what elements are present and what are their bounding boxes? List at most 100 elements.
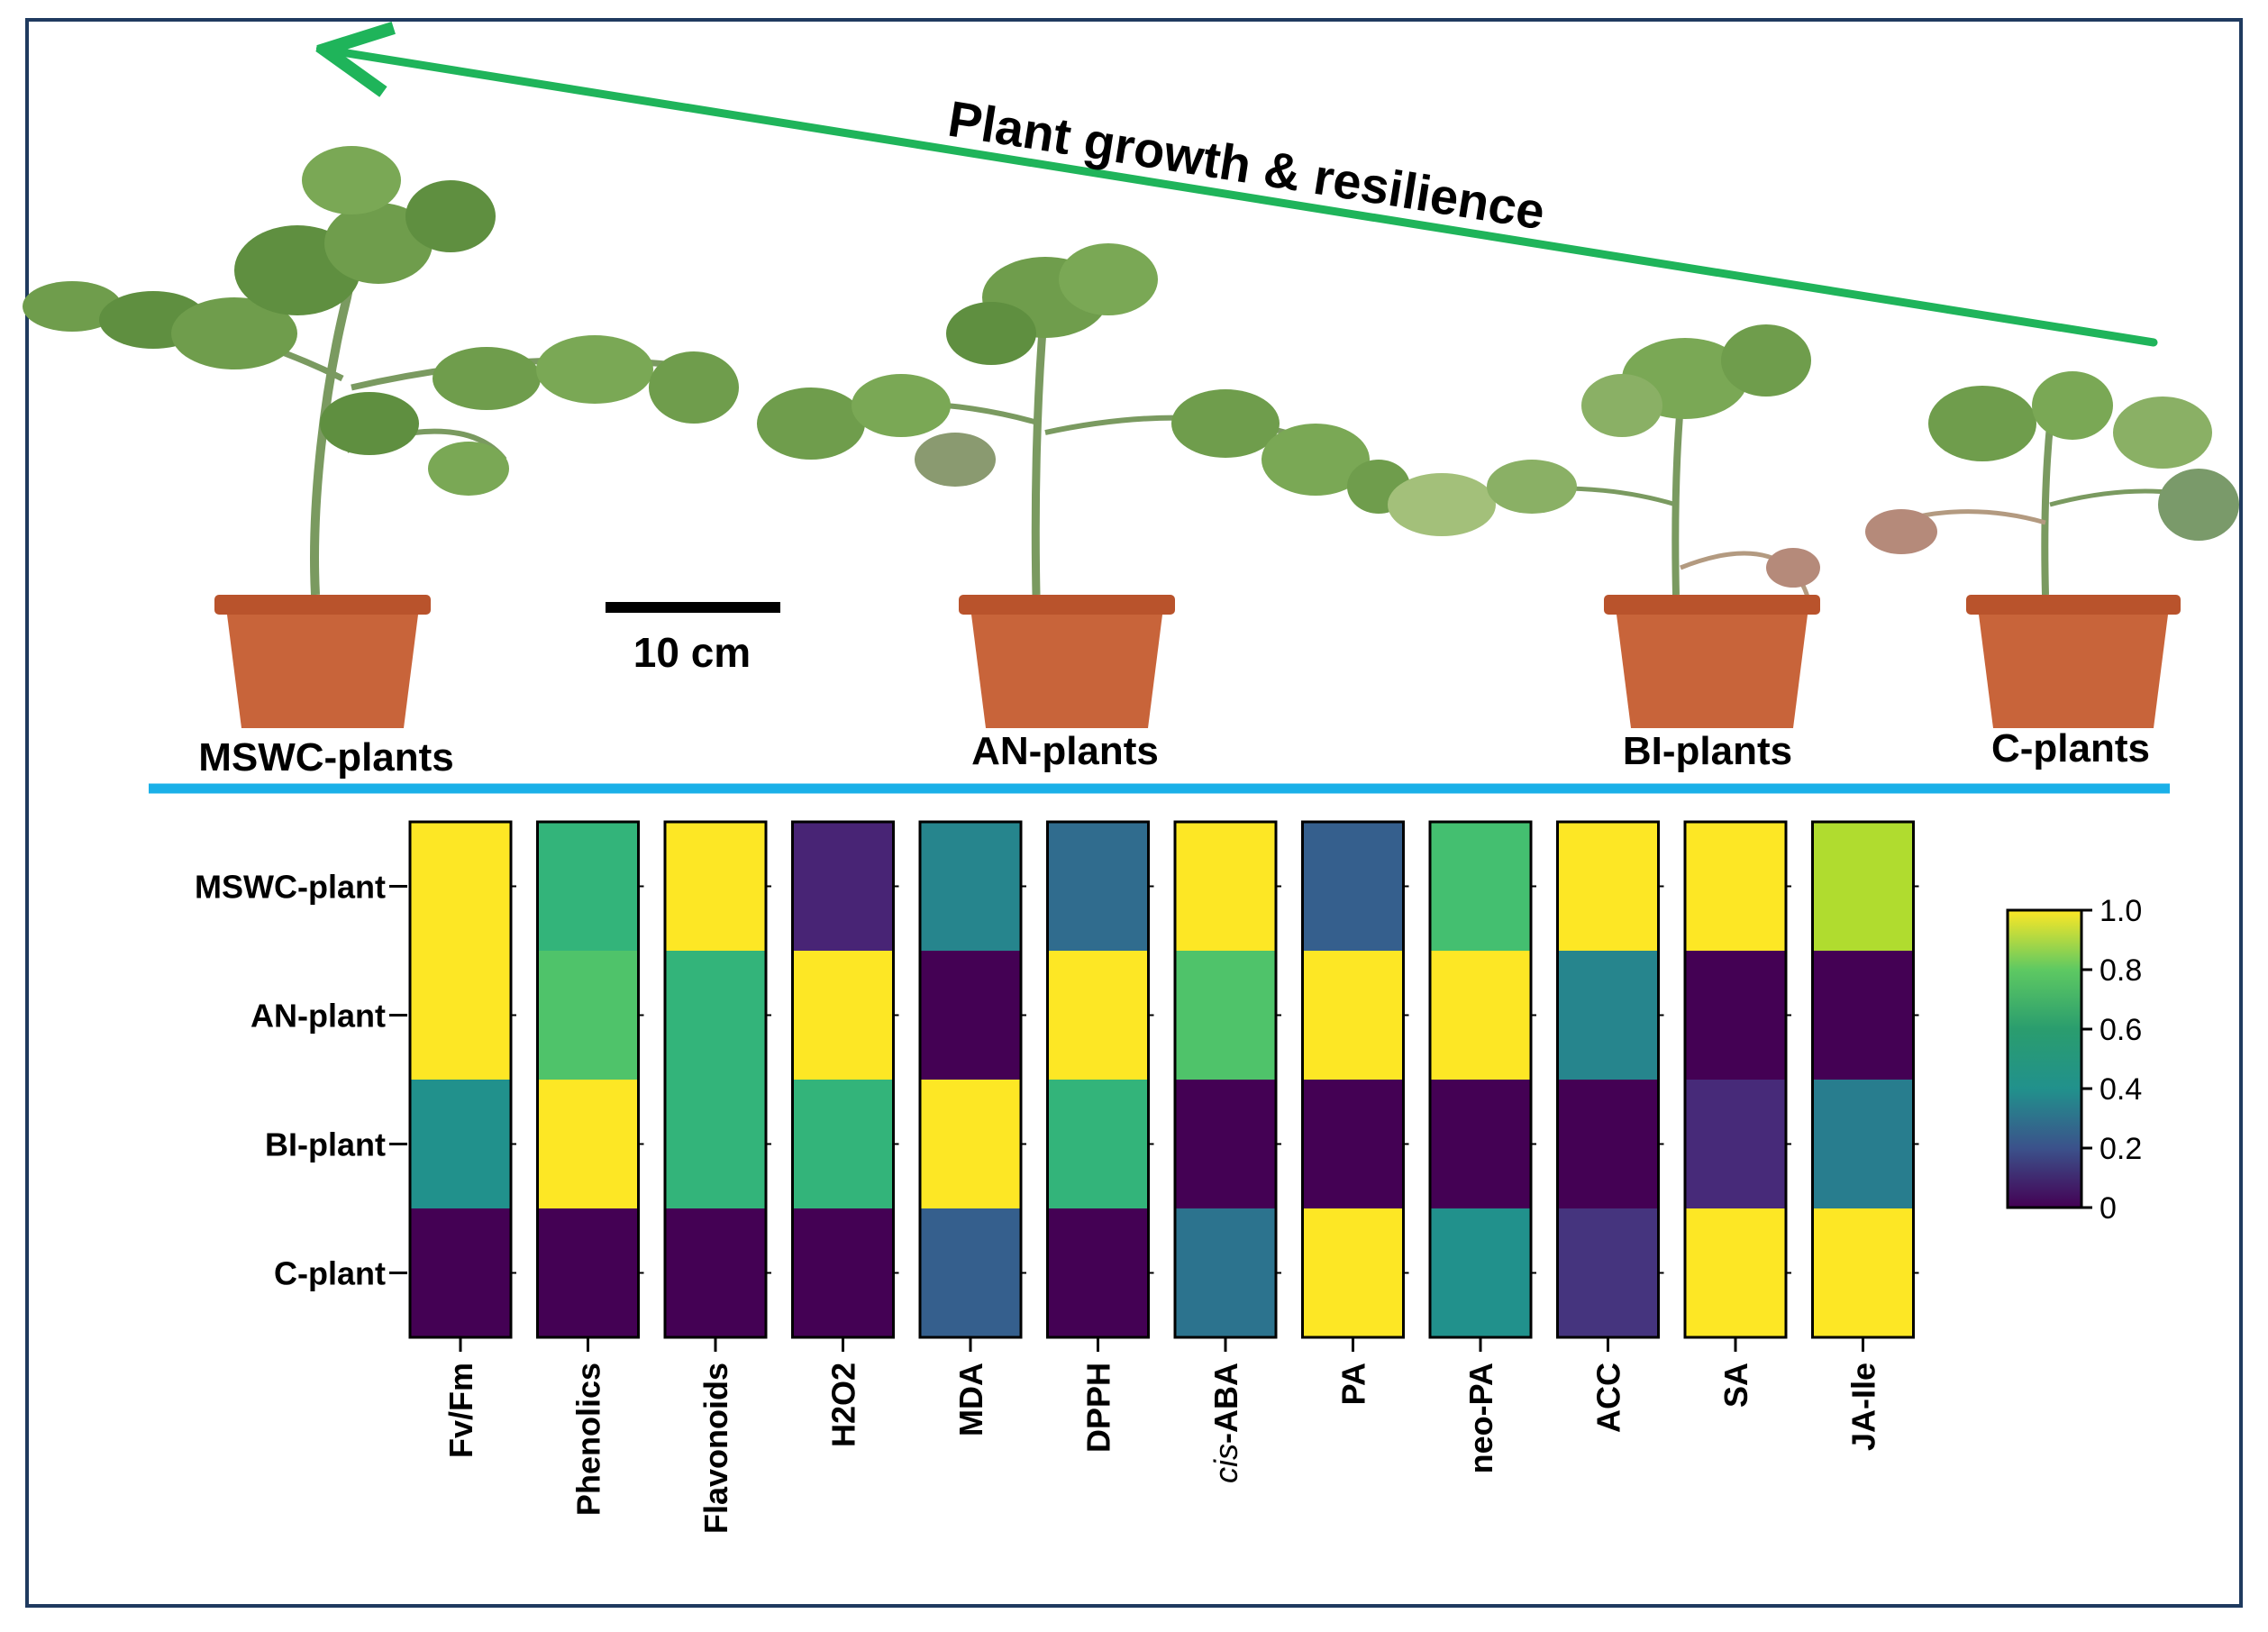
heatmap-cell <box>1047 822 1149 951</box>
row-label: BI-plant <box>265 1126 386 1163</box>
heatmap-cell <box>1685 1080 1786 1208</box>
plant-an <box>757 243 1410 596</box>
heatmap-cell <box>537 822 639 951</box>
pot-bi <box>1604 595 1820 728</box>
heatmap-cell <box>537 1208 639 1337</box>
column-label: JA-Ile <box>1845 1363 1882 1451</box>
colorbar-tick-label: 0 <box>2099 1191 2117 1226</box>
heatmap-cell <box>665 951 766 1080</box>
heatmap-cell <box>1812 1208 1914 1337</box>
heatmap-cell <box>1175 951 1276 1080</box>
heatmap-column <box>1556 820 1664 1352</box>
heatmap-cell <box>1047 1208 1149 1337</box>
heatmap-cell <box>1685 1208 1786 1337</box>
heatmap-cell <box>1175 1080 1276 1208</box>
colorbar: 0 0.2 0.4 0.6 0.8 1.0 <box>2006 894 2142 1226</box>
heatmap-column <box>918 820 1026 1352</box>
heatmap-cell <box>1430 951 1531 1080</box>
heatmap-cell <box>920 1080 1021 1208</box>
heatmap-cell <box>792 951 894 1080</box>
row-label: MSWC-plant <box>195 869 386 906</box>
column-label: H2O2 <box>825 1363 862 1447</box>
column-label: PA <box>1335 1363 1372 1405</box>
heatmap-column <box>1683 820 1791 1352</box>
column-label: neo-PA <box>1462 1363 1499 1473</box>
heatmap-cell <box>920 1208 1021 1337</box>
colorbar-tick-label: 0.6 <box>2099 1013 2142 1047</box>
heatmap-cell <box>1812 951 1914 1080</box>
heatmap-cell <box>792 1208 894 1337</box>
heatmap-cell <box>1302 1208 1404 1337</box>
heatmap-column <box>791 820 899 1352</box>
plant-bi <box>1388 324 1820 614</box>
heatmap-column <box>1428 820 1536 1352</box>
column-label: ACC <box>1590 1363 1627 1433</box>
colorbar-gradient <box>2006 908 2083 1209</box>
plant-label-c: C-plants <box>1991 726 2150 770</box>
heatmap-column <box>1811 820 1919 1352</box>
plant-label-an: AN-plants <box>971 729 1159 773</box>
scale-bar <box>606 602 780 613</box>
heatmap-column <box>1301 820 1409 1352</box>
heatmap-cell <box>1557 1208 1659 1337</box>
heatmap-cell <box>410 951 511 1080</box>
heatmap-cell <box>792 822 894 951</box>
pot-c <box>1966 595 2181 728</box>
plant-label-bi: BI-plants <box>1623 729 1792 773</box>
heatmap-cell <box>1302 822 1404 951</box>
heatmap-cell <box>920 822 1021 951</box>
heatmap-cell <box>665 1080 766 1208</box>
heatmap-cell <box>1557 951 1659 1080</box>
heatmap-cell <box>537 951 639 1080</box>
heatmap-cell <box>1430 1208 1531 1337</box>
heatmap-cell <box>1812 1080 1914 1208</box>
heatmap-cell <box>1175 822 1276 951</box>
heatmap-cell <box>665 1208 766 1337</box>
heatmap-cell <box>410 1080 511 1208</box>
heatmap-cell <box>1302 951 1404 1080</box>
colorbar-tick-label: 0.2 <box>2099 1132 2142 1166</box>
scale-bar-label: 10 cm <box>633 629 751 676</box>
pot-an <box>959 595 1175 728</box>
heatmap-column <box>663 820 771 1352</box>
plant-c <box>1865 371 2239 596</box>
plant-label-mswc: MSWC-plants <box>198 735 454 780</box>
column-label: Fv/Fm <box>442 1363 479 1458</box>
heatmap-cell <box>665 822 766 951</box>
pot-mswc <box>214 595 431 728</box>
heatmap-cell <box>410 1208 511 1337</box>
column-label: SA <box>1717 1363 1754 1408</box>
colorbar-tick-label: 0.4 <box>2099 1072 2142 1107</box>
heatmap-cell <box>1302 1080 1404 1208</box>
heatmap-cell <box>410 822 511 951</box>
heatmap-cell <box>1430 822 1531 951</box>
column-label: Flavonoids <box>697 1363 734 1534</box>
heatmap-cell <box>1685 951 1786 1080</box>
heatmap: MSWC-plant AN-plant BI-plant C-plant Fv/Fm Ph… <box>195 820 1919 1534</box>
heatmap-cell <box>1557 1080 1659 1208</box>
row-label: C-plant <box>274 1255 386 1292</box>
heatmap-cell <box>1557 822 1659 951</box>
heatmap-cell <box>537 1080 639 1208</box>
column-label: Phenolics <box>570 1363 607 1516</box>
column-label: cis-ABA <box>1207 1363 1244 1483</box>
heatmap-cell <box>1175 1208 1276 1337</box>
heatmap-column <box>536 820 644 1352</box>
heatmap-cell <box>1047 951 1149 1080</box>
row-label: AN-plant <box>250 998 386 1035</box>
plant-mswc <box>23 146 739 596</box>
column-label: DPPH <box>1080 1363 1117 1453</box>
colorbar-tick-label: 0.8 <box>2099 953 2142 988</box>
heatmap-cell <box>920 951 1021 1080</box>
growth-arrow <box>324 50 2158 347</box>
heatmap-cell <box>1812 822 1914 951</box>
column-label-italic: cis <box>1207 1444 1244 1483</box>
heatmap-column <box>1173 820 1281 1352</box>
colorbar-tick-label: 1.0 <box>2099 894 2142 928</box>
heatmap-cell <box>792 1080 894 1208</box>
heatmap-cell <box>1685 822 1786 951</box>
heatmap-column <box>408 820 516 1352</box>
column-label-rest: -ABA <box>1207 1363 1244 1444</box>
column-label: MDA <box>952 1363 989 1436</box>
